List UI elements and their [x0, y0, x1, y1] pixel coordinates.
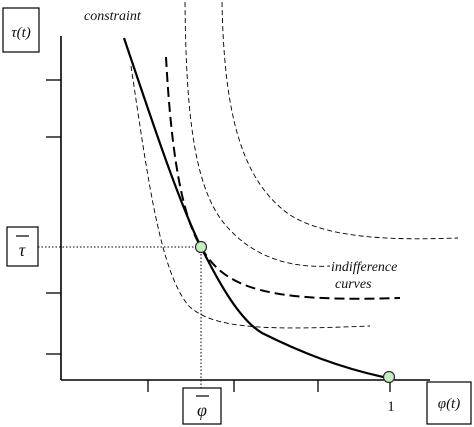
phi-bar-label: φ	[197, 400, 207, 420]
y-axis-label: τ(t)	[11, 25, 31, 41]
x-axis-label-box	[426, 381, 472, 425]
tau-bar-label: τ	[19, 240, 26, 260]
x-end-tick-label: 1	[387, 399, 395, 415]
indifference-curve-mid	[184, 1, 331, 267]
indifference-label-line1: indifference	[331, 260, 397, 275]
indifference-curve-low	[130, 65, 371, 329]
constraint-curve	[122, 37, 389, 380]
tau-bar-label-box	[6, 226, 39, 267]
tangency-point-marker	[194, 240, 208, 254]
y-axis-label-box	[2, 7, 40, 53]
phi-bar-label-box	[182, 387, 222, 425]
endpoint-marker	[382, 370, 396, 384]
indifference-curve-high	[221, 1, 459, 240]
constraint-label: constraint	[84, 9, 142, 24]
x-axis-label: φ(t)	[438, 396, 460, 412]
indifference-label-line2: curves	[335, 277, 372, 292]
